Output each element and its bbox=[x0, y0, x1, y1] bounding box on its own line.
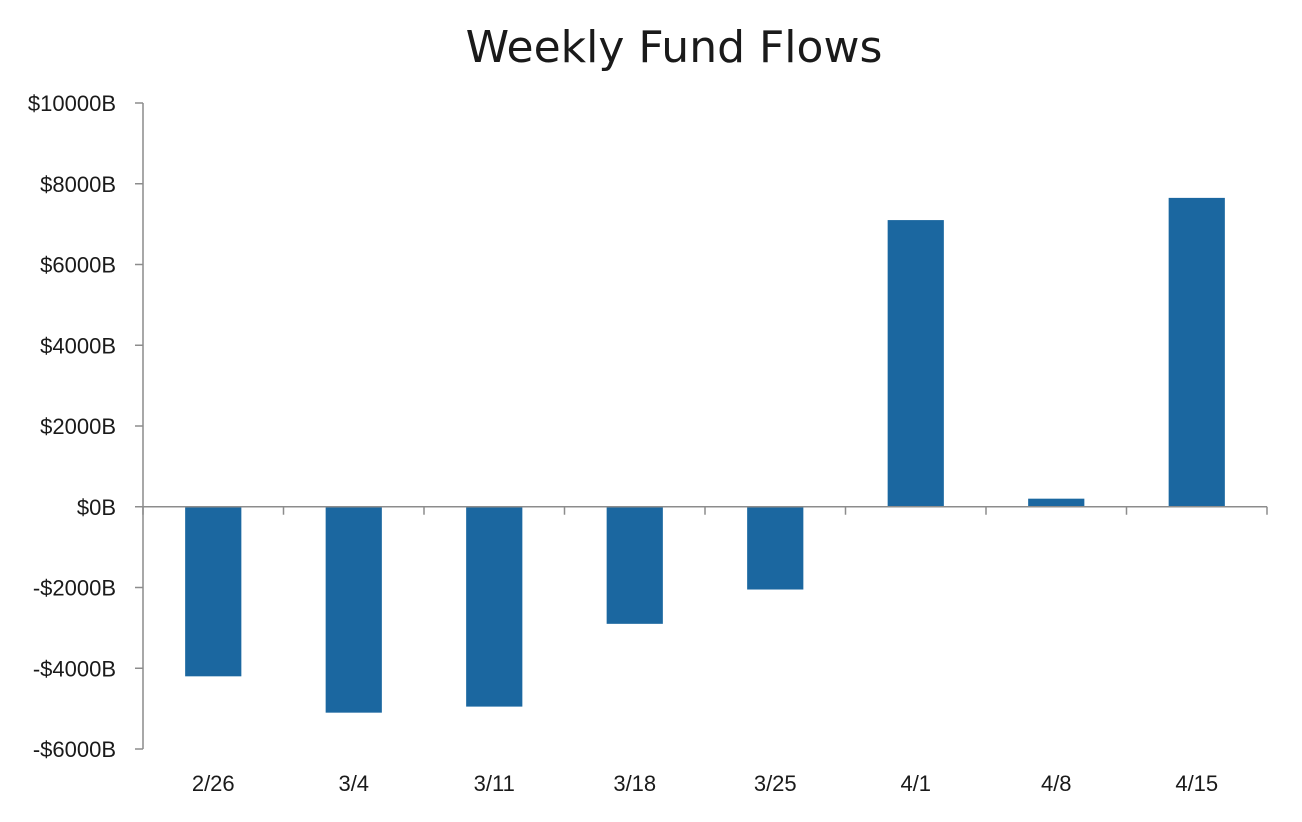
x-tick-label: 3/18 bbox=[613, 771, 656, 796]
bar bbox=[185, 506, 242, 677]
y-tick-label: -$2000B bbox=[33, 576, 116, 601]
x-tick-label: 3/25 bbox=[754, 771, 797, 796]
x-tick-label: 3/11 bbox=[474, 771, 515, 796]
bar bbox=[887, 220, 944, 507]
x-tick-label: 3/4 bbox=[338, 771, 369, 796]
bar bbox=[466, 506, 523, 707]
x-tick-label: 4/8 bbox=[1041, 771, 1072, 796]
y-tick-label: $4000B bbox=[40, 333, 116, 358]
x-tick-label: 4/15 bbox=[1175, 771, 1218, 796]
x-tick-label: 2/26 bbox=[192, 771, 235, 796]
x-tick-label: 4/1 bbox=[900, 771, 931, 796]
y-tick-label: -$4000B bbox=[33, 656, 116, 681]
bar bbox=[747, 506, 804, 590]
bar bbox=[606, 506, 663, 624]
y-tick-label: $2000B bbox=[40, 414, 116, 439]
y-tick-label: $6000B bbox=[40, 253, 116, 278]
bar bbox=[325, 506, 382, 713]
bar-series bbox=[185, 197, 1225, 713]
y-tick-label: $10000B bbox=[28, 91, 116, 116]
bar bbox=[1168, 197, 1225, 507]
y-axis: $10000B $8000B $6000B $4000B $2000B $0B -$2000… bbox=[28, 91, 144, 762]
x-axis: 2/26 3/4 3/11 3/18 3/25 4/1 4/8 4/15 bbox=[142, 506, 1268, 796]
y-tick-label: $8000B bbox=[40, 172, 116, 197]
y-tick-label: $0B bbox=[77, 495, 116, 520]
chart-title: Weekly Fund Flows bbox=[466, 22, 883, 73]
bar bbox=[1028, 498, 1085, 507]
y-tick-label: -$6000B bbox=[33, 737, 116, 762]
